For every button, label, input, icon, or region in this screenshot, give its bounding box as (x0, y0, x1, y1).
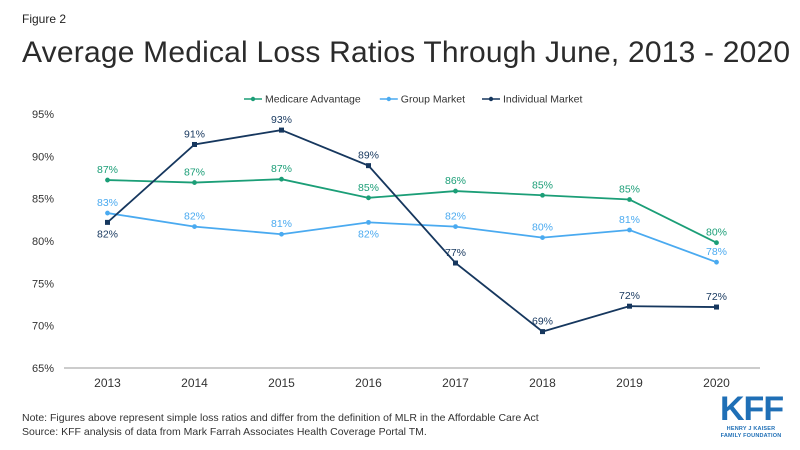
legend-swatch-marker (386, 96, 391, 102)
data-label: 77% (445, 247, 466, 259)
data-point (366, 163, 371, 169)
legend-label: Individual Market (503, 94, 582, 106)
data-label: 85% (619, 184, 640, 196)
y-tick-label: 85% (32, 194, 54, 206)
series-line (106, 129, 717, 333)
data-point (453, 188, 458, 194)
x-tick-label: 2018 (529, 376, 556, 390)
data-point (192, 141, 197, 147)
data-point (627, 227, 632, 233)
data-point (627, 303, 632, 309)
x-tick-label: 2016 (355, 376, 382, 390)
logo-sub-line1: HENRY J KAISER (726, 426, 776, 432)
data-label: 85% (358, 182, 379, 194)
logo-sub-line2: FAMILY FOUNDATION (720, 433, 782, 439)
data-point (279, 231, 284, 237)
y-tick-label: 65% (32, 363, 54, 375)
data-label: 85% (532, 179, 553, 191)
data-label: 86% (445, 175, 466, 187)
x-tick-label: 2019 (616, 376, 643, 390)
data-label: 80% (532, 222, 553, 234)
data-point (540, 235, 545, 241)
data-label: 91% (184, 128, 205, 140)
chart-notes: Note: Figures above represent simple los… (22, 411, 539, 439)
legend-label: Group Market (401, 94, 465, 106)
y-tick-label: 80% (32, 236, 54, 248)
data-point (279, 176, 284, 182)
data-label: 87% (97, 164, 118, 176)
x-tick-label: 2013 (94, 376, 121, 390)
data-point (540, 329, 545, 335)
data-label: 81% (619, 214, 640, 226)
data-point (366, 219, 371, 225)
series-line (107, 212, 717, 264)
data-point (627, 197, 632, 202)
data-label: 69% (532, 316, 553, 328)
y-tick-label: 75% (32, 278, 54, 290)
data-point (192, 224, 197, 230)
kff-logo: KFF HENRY J KAISER FAMILY FOUNDATION (720, 390, 784, 440)
data-label: 82% (184, 211, 205, 223)
series-line (107, 178, 717, 244)
data-point (714, 304, 719, 310)
legend-swatch-marker (488, 96, 494, 102)
legend-swatch-marker (250, 96, 256, 102)
x-tick-label: 2017 (442, 376, 469, 390)
data-point (453, 224, 458, 230)
data-label: 82% (445, 211, 466, 223)
chart-title: Average Medical Loss Ratios Through June… (22, 36, 791, 69)
data-point (540, 192, 545, 198)
data-label: 72% (619, 290, 640, 302)
y-tick-label: 70% (32, 321, 54, 333)
data-label: 87% (184, 167, 205, 179)
data-label: 82% (97, 228, 118, 240)
data-point (192, 180, 197, 185)
data-label: 80% (706, 227, 727, 239)
legend-label: Medicare Advantage (265, 94, 361, 106)
data-point (105, 210, 110, 216)
data-label: 72% (706, 291, 727, 303)
data-point (279, 127, 284, 133)
data-point (366, 195, 371, 201)
data-label: 81% (271, 218, 292, 230)
data-label: 87% (271, 163, 292, 175)
x-tick-label: 2015 (268, 376, 295, 390)
y-tick-label: 95% (32, 109, 54, 121)
data-point (105, 177, 110, 183)
x-tick-label: 2020 (703, 376, 730, 390)
note-text: Note: Figures above represent simple los… (22, 412, 539, 424)
figure-label: Figure 2 (22, 12, 67, 26)
y-tick-label: 90% (32, 151, 54, 163)
logo-main-text: KFF (720, 390, 784, 428)
data-label: 78% (706, 246, 727, 258)
x-tick-label: 2014 (181, 376, 208, 390)
data-label: 89% (358, 150, 379, 162)
data-point (714, 259, 719, 265)
line-chart: 65% 70% 75% 80% 85% 90% 95% 2013 2014 2015 2016 201… (32, 94, 760, 390)
source-text: Source: KFF analysis of data from Mark F… (22, 426, 427, 438)
data-label: 82% (358, 228, 379, 240)
data-point (714, 240, 719, 246)
data-point (453, 260, 458, 266)
data-label: 83% (97, 197, 118, 209)
data-point (105, 219, 110, 225)
data-label: 93% (271, 114, 292, 126)
